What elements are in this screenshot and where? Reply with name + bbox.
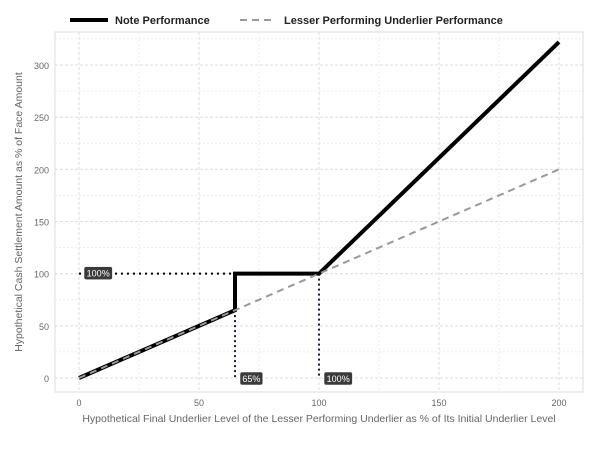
y-tick-label: 100 (34, 270, 49, 280)
x-tick-label: 150 (431, 398, 446, 408)
y-tick-label: 0 (44, 374, 49, 384)
y-tick-label: 150 (34, 218, 49, 228)
x-tick-label: 0 (76, 398, 81, 408)
annotations: 100% 65% 100% (83, 266, 353, 386)
y-axis-label: Hypothetical Cash Settlement Amount as %… (13, 72, 25, 352)
annotation-label: 65% (242, 374, 260, 384)
gridlines (55, 32, 583, 392)
annotation-label: 100% (327, 374, 350, 384)
annotation-badge (323, 371, 353, 386)
x-axis-label: Hypothetical Final Underlier Level of th… (82, 413, 555, 425)
x-tick-label: 200 (551, 398, 566, 408)
annotation-badge (83, 266, 113, 280)
y-tick-label: 50 (39, 322, 49, 332)
y-tick-label: 250 (34, 113, 49, 123)
legend-label-underlier-performance: Lesser Performing Underlier Performance (284, 15, 503, 27)
annotation-badge (239, 371, 264, 386)
axis-ticks: 0 50 100 150 200 0 50 100 150 200 250 300 (34, 61, 567, 408)
series-lines (78, 40, 561, 380)
x-tick-label: 100 (311, 398, 326, 408)
y-tick-label: 200 (34, 165, 49, 175)
series-line-underlier-performance (78, 168, 560, 379)
y-tick-label: 300 (34, 61, 49, 71)
annotation-label: 100% (87, 269, 110, 279)
x-tick-label: 50 (194, 398, 204, 408)
legend: Note Performance Lesser Performing Under… (70, 15, 503, 27)
legend-label-note-performance: Note Performance (115, 15, 210, 27)
